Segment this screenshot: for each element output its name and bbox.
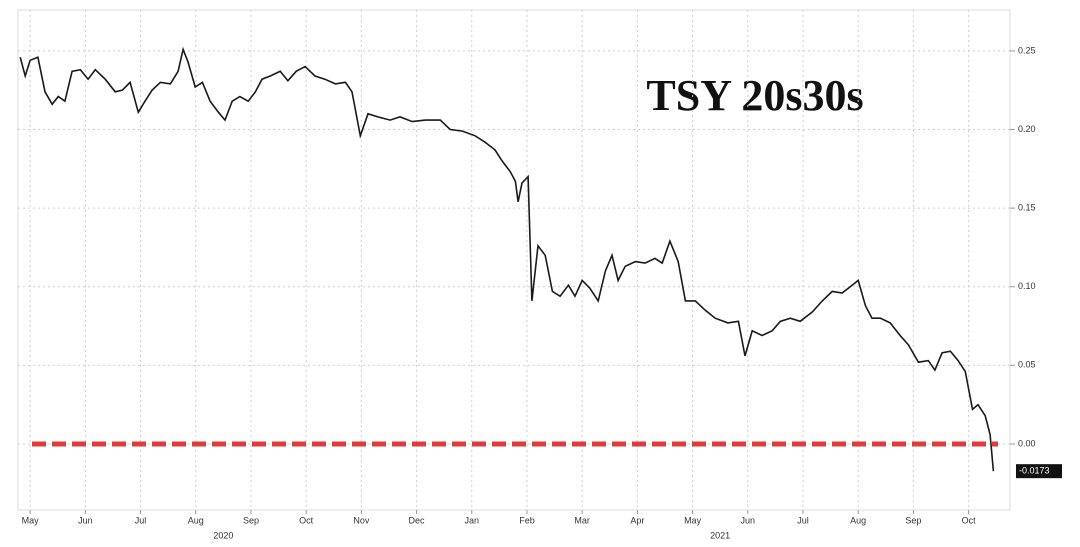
y-tick-label: 0.15 xyxy=(1018,202,1036,212)
x-tick-label: Sep xyxy=(243,515,259,525)
x-tick-label: Nov xyxy=(353,515,370,525)
plot-frame xyxy=(17,9,1011,511)
x-tick-label: Aug xyxy=(850,515,866,525)
x-tick-label: Jul xyxy=(135,515,147,525)
end-label-box xyxy=(1016,464,1062,479)
x-tick-label: Oct xyxy=(962,515,977,525)
x-tick-label: Sep xyxy=(905,515,921,525)
x-tick-label: Oct xyxy=(299,515,314,525)
x-tick-label: May xyxy=(22,515,40,525)
data-line xyxy=(19,46,995,472)
year-label: 2020 xyxy=(213,530,233,540)
x-tick-label: Jun xyxy=(78,515,93,525)
x-tick-label: Feb xyxy=(519,515,535,525)
y-tick-label: 0.20 xyxy=(1018,124,1036,134)
x-tick-label: Apr xyxy=(630,515,644,525)
x-tick-label: Jun xyxy=(741,515,756,525)
x-tick-label: Aug xyxy=(188,515,204,525)
x-tick-label: Mar xyxy=(574,515,590,525)
x-tick-label: Dec xyxy=(409,515,426,525)
y-tick-label: 0.05 xyxy=(1018,360,1036,370)
y-tick-label: 0.00 xyxy=(1018,438,1036,448)
y-tick-label: 0.25 xyxy=(1018,45,1036,55)
x-tick-label: Jul xyxy=(797,515,809,525)
y-tick-label: 0.10 xyxy=(1018,281,1036,291)
year-label: 2021 xyxy=(710,530,730,540)
x-tick-label: Jan xyxy=(465,515,480,525)
end-label: -0.0173 xyxy=(1019,466,1050,476)
x-tick-label: May xyxy=(684,515,702,525)
chart-title: TSY 20s30s xyxy=(646,71,863,120)
